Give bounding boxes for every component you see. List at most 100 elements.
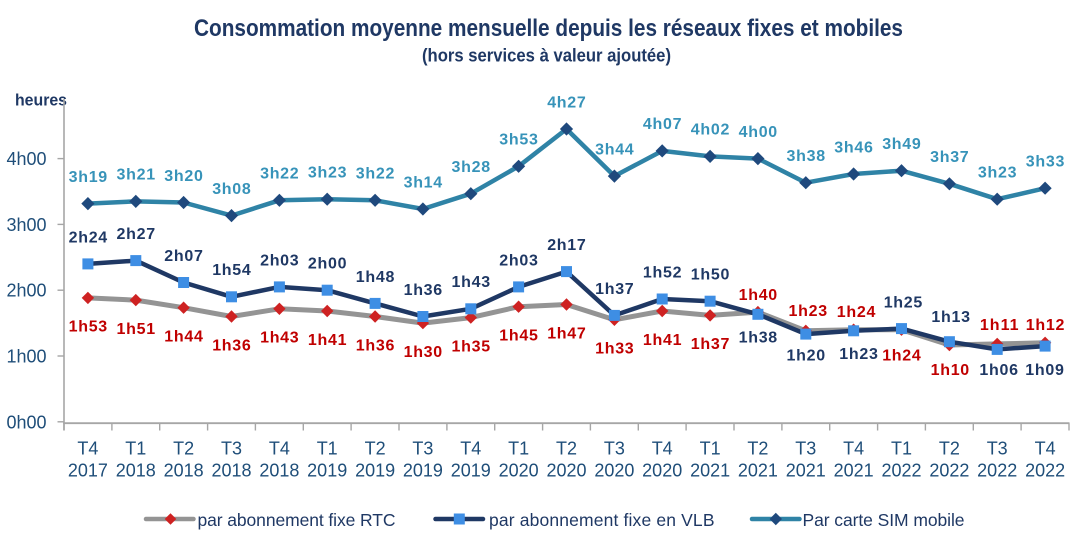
svg-text:1h40: 1h40 [739,287,778,304]
svg-text:4h07: 4h07 [643,116,682,133]
svg-text:T2: T2 [365,439,386,459]
svg-text:2018: 2018 [164,461,204,481]
svg-text:2019: 2019 [451,461,491,481]
svg-text:2h00: 2h00 [308,256,347,273]
svg-text:3h00: 3h00 [6,215,46,235]
svg-text:2020: 2020 [546,461,586,481]
svg-text:2020: 2020 [594,461,634,481]
svg-text:4h02: 4h02 [691,122,730,139]
svg-text:2h00: 2h00 [6,281,46,301]
svg-text:1h45: 1h45 [499,328,538,345]
svg-text:Par carte SIM mobile: Par carte SIM mobile [803,510,965,530]
svg-text:1h38: 1h38 [739,330,778,347]
svg-text:1h36: 1h36 [356,337,395,354]
svg-text:1h37: 1h37 [691,336,730,353]
svg-text:1h35: 1h35 [452,338,491,355]
svg-text:1h33: 1h33 [595,341,634,358]
svg-text:2h07: 2h07 [164,248,203,265]
svg-text:3h28: 3h28 [452,159,491,176]
svg-text:1h52: 1h52 [643,264,682,281]
svg-text:3h44: 3h44 [595,141,634,158]
svg-text:T4: T4 [843,439,864,459]
svg-text:3h19: 3h19 [69,169,108,186]
svg-text:T3: T3 [987,439,1008,459]
svg-text:3h33: 3h33 [1026,154,1065,171]
svg-text:Consommation moyenne mensuelle: Consommation moyenne mensuelle depuis le… [194,15,903,42]
svg-text:2h27: 2h27 [117,226,156,243]
svg-text:2022: 2022 [881,461,921,481]
svg-text:1h41: 1h41 [308,332,347,349]
svg-text:T2: T2 [939,439,960,459]
svg-text:1h36: 1h36 [404,282,443,299]
svg-text:3h53: 3h53 [499,132,538,149]
svg-text:1h51: 1h51 [117,321,156,338]
svg-text:2018: 2018 [116,461,156,481]
svg-text:2022: 2022 [1025,461,1065,481]
svg-text:2017: 2017 [68,461,108,481]
svg-text:(hors services à valeur ajouté: (hors services à valeur ajoutée) [422,46,671,66]
svg-text:2h03: 2h03 [499,252,538,269]
svg-text:3h38: 3h38 [787,148,826,165]
svg-text:2h17: 2h17 [547,237,586,254]
svg-text:0h00: 0h00 [6,412,46,432]
svg-text:3h23: 3h23 [308,165,347,182]
svg-text:1h06: 1h06 [979,362,1018,379]
svg-text:3h22: 3h22 [260,166,299,183]
svg-text:T1: T1 [700,439,721,459]
svg-text:1h24: 1h24 [837,304,876,321]
svg-text:1h00: 1h00 [6,347,46,367]
svg-text:1h20: 1h20 [787,347,826,364]
svg-text:T3: T3 [795,439,816,459]
svg-text:3h21: 3h21 [117,167,156,184]
svg-text:1h30: 1h30 [404,344,443,361]
svg-text:3h23: 3h23 [978,165,1017,182]
svg-text:1h23: 1h23 [839,346,878,363]
svg-text:3h22: 3h22 [356,166,395,183]
svg-text:T4: T4 [652,439,673,459]
svg-text:T3: T3 [221,439,242,459]
svg-text:1h13: 1h13 [931,309,970,326]
svg-text:2021: 2021 [690,461,730,481]
svg-text:T3: T3 [412,439,433,459]
svg-text:2019: 2019 [403,461,443,481]
svg-text:4h00: 4h00 [6,149,46,169]
svg-text:T4: T4 [460,439,481,459]
svg-text:1h43: 1h43 [452,274,491,291]
svg-text:1h50: 1h50 [691,267,730,284]
svg-text:1h36: 1h36 [212,337,251,354]
svg-text:1h24: 1h24 [882,347,921,364]
svg-text:2021: 2021 [786,461,826,481]
svg-text:T1: T1 [508,439,529,459]
svg-text:1h48: 1h48 [356,269,395,286]
svg-text:T2: T2 [556,439,577,459]
svg-text:2019: 2019 [355,461,395,481]
svg-text:4h00: 4h00 [739,124,778,141]
svg-text:2021: 2021 [834,461,874,481]
svg-text:2019: 2019 [307,461,347,481]
svg-text:2h03: 2h03 [260,252,299,269]
svg-text:1h43: 1h43 [260,330,299,347]
svg-text:T3: T3 [604,439,625,459]
svg-text:1h37: 1h37 [595,281,634,298]
svg-text:1h11: 1h11 [980,317,1019,334]
svg-text:heures: heures [15,91,67,110]
svg-text:2018: 2018 [211,461,251,481]
svg-text:3h14: 3h14 [404,174,443,191]
svg-text:T4: T4 [77,439,98,459]
svg-text:3h37: 3h37 [930,149,969,166]
svg-text:1h54: 1h54 [212,262,251,279]
svg-text:T1: T1 [317,439,338,459]
svg-text:2022: 2022 [929,461,969,481]
svg-text:1h12: 1h12 [1026,317,1065,334]
svg-text:1h23: 1h23 [789,303,828,320]
svg-text:4h27: 4h27 [547,94,586,111]
svg-text:3h20: 3h20 [164,168,203,185]
svg-text:1h44: 1h44 [164,329,203,346]
svg-text:T2: T2 [747,439,768,459]
svg-text:2018: 2018 [259,461,299,481]
svg-text:2020: 2020 [499,461,539,481]
svg-text:3h08: 3h08 [212,181,251,198]
svg-text:2022: 2022 [977,461,1017,481]
svg-text:1h25: 1h25 [884,294,923,311]
svg-text:T4: T4 [269,439,290,459]
